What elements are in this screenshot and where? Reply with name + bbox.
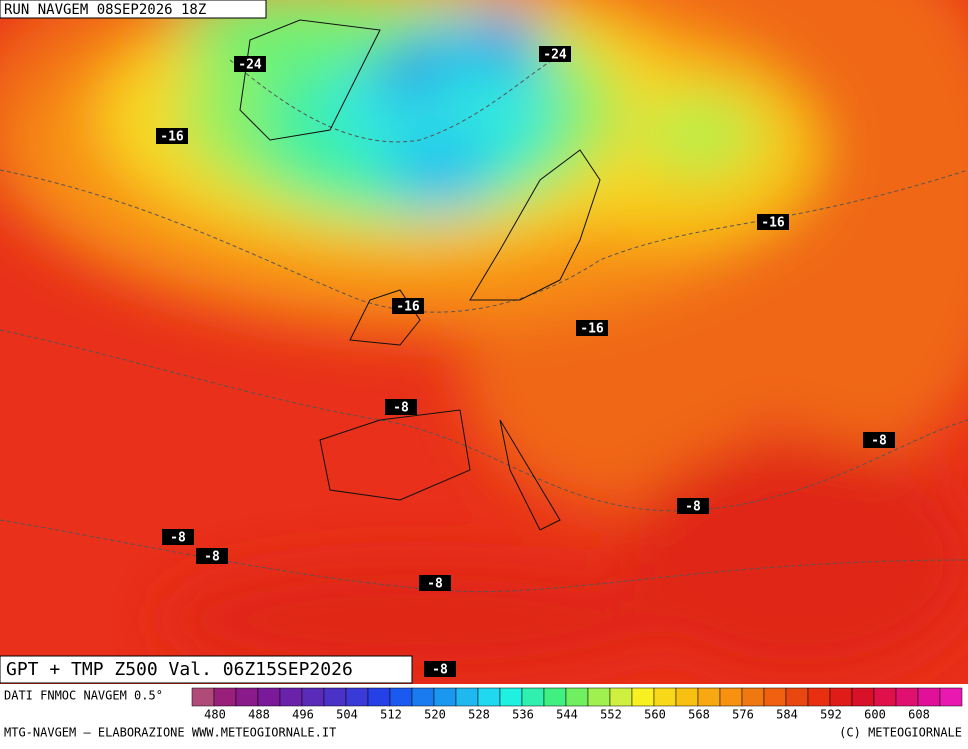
colorbar-label: 504: [336, 708, 358, 722]
contour-label: -16: [580, 322, 604, 337]
title-box: [0, 655, 413, 684]
contour-label-box: [419, 575, 451, 591]
colorbar-label: 592: [820, 708, 842, 722]
contour-label-box: [863, 432, 895, 448]
run-label: RUN NAVGEM 08SEP2026 18Z: [4, 2, 206, 18]
colorbar-swatch: [455, 687, 479, 707]
colorbar-swatch: [191, 687, 215, 707]
contour-label-box: [757, 214, 789, 230]
colorbar-label: 520: [424, 708, 446, 722]
map-field: [0, 0, 968, 684]
colorbar-label: 560: [644, 708, 666, 722]
colorbar-swatch: [565, 687, 589, 707]
colorbar-swatch: [257, 687, 281, 707]
colorbar-swatch: [213, 687, 237, 707]
colorbar-source: DATI FNMOC NAVGEM 0.5°: [4, 689, 163, 703]
colorbar-swatch: [829, 687, 853, 707]
contour-label: -8: [432, 663, 448, 678]
colorbar-swatch: [279, 687, 303, 707]
contour-label: -8: [427, 577, 443, 592]
coastlines: [239, 19, 601, 531]
contour-label: -24: [238, 58, 262, 73]
contour-label-box: [196, 548, 228, 564]
contour-label: -16: [160, 130, 184, 145]
colorbar-swatch: [587, 687, 611, 707]
colorbar-swatch: [675, 687, 699, 707]
contour-label-box: [539, 46, 571, 62]
colorbar-label: 512: [380, 708, 402, 722]
contour-label-box: [162, 529, 194, 545]
contour-label: -8: [685, 500, 701, 515]
colorbar-swatch: [939, 687, 963, 707]
colorbar-swatch: [477, 687, 501, 707]
contour-label: -8: [871, 434, 887, 449]
colorbar-label: 536: [512, 708, 534, 722]
contour-label: -24: [543, 48, 567, 63]
colorbar-swatch: [323, 687, 347, 707]
run-box: [0, 0, 267, 19]
colorbar-swatch: [785, 687, 809, 707]
contour-label-box: [234, 56, 266, 72]
contour-label-box: [576, 320, 608, 336]
colorbar-swatch: [521, 687, 545, 707]
colorbar-swatch: [917, 687, 941, 707]
colorbar-swatch: [697, 687, 721, 707]
colorbar-label: 488: [248, 708, 270, 722]
contour-label: -8: [204, 550, 220, 565]
colorbar-swatch: [367, 687, 391, 707]
contour-label: -16: [761, 216, 785, 231]
colorbar-swatch: [741, 687, 765, 707]
contour-label: -16: [396, 300, 420, 315]
colorbar-label: 600: [864, 708, 886, 722]
contour-label-box: [424, 661, 456, 677]
contour-label-box: [156, 128, 188, 144]
colorbar-label: 496: [292, 708, 314, 722]
contour-label-box: [392, 298, 424, 314]
colorbar-swatch: [499, 687, 523, 707]
contour-label-box: [677, 498, 709, 514]
colorbar-swatch: [895, 687, 919, 707]
colorbar-swatch: [873, 687, 897, 707]
colorbar-swatch: [389, 687, 413, 707]
colorbar-swatch: [609, 687, 633, 707]
colorbar-label: 544: [556, 708, 578, 722]
map-title: GPT + TMP Z500 Val. 06Z15SEP2026: [6, 659, 353, 680]
colorbar-swatch: [345, 687, 369, 707]
colorbar-label: 528: [468, 708, 490, 722]
footer-right: (C) METEOGIORNALE: [839, 726, 962, 740]
colorbar-swatch: [433, 687, 457, 707]
colorbar-swatch: [653, 687, 677, 707]
contour-label: -8: [170, 531, 186, 546]
colorbar-label: 552: [600, 708, 622, 722]
footer-left: MTG-NAVGEM – ELABORAZIONE WWW.METEOGIORN…: [4, 726, 336, 740]
colorbar-label: 568: [688, 708, 710, 722]
colorbar-swatch: [807, 687, 831, 707]
contour-label-box: [385, 399, 417, 415]
colorbar-swatch: [543, 687, 567, 707]
colorbar-label: 576: [732, 708, 754, 722]
colorbar-swatch: [763, 687, 787, 707]
colorbar-swatch: [719, 687, 743, 707]
colorbar-swatch: [301, 687, 325, 707]
contour-label: -8: [393, 401, 409, 416]
colorbar-swatch: [411, 687, 435, 707]
colorbar-label: 608: [908, 708, 930, 722]
colorbar-swatch: [851, 687, 875, 707]
colorbar-label: 480: [204, 708, 226, 722]
colorbar-swatch: [631, 687, 655, 707]
colorbar-label: 584: [776, 708, 798, 722]
colorbar-swatch: [235, 687, 259, 707]
